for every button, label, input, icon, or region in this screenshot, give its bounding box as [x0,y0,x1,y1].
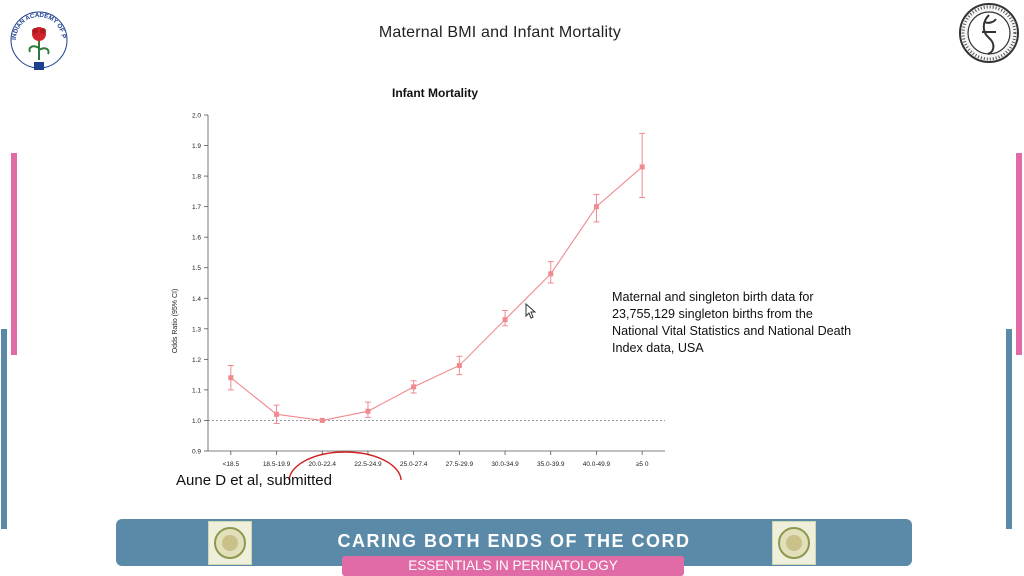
x-tick-label: 40.0-49.9 [583,461,611,468]
emblem-badge-icon [772,521,816,565]
left-pink-bar [11,153,17,355]
left-blue-bar [1,329,7,529]
emblem-badge-icon [208,521,252,565]
citation: Aune D et al, submitted [176,472,332,489]
footer-title: CARING BOTH ENDS OF THE CORD [337,531,691,551]
x-tick-label: ≥5 0 [636,461,649,468]
x-tick-label: 27.5-29.9 [446,461,474,468]
x-tick-label: 30.0-34.9 [491,461,519,468]
mouse-cursor-icon [525,303,537,319]
data-point [274,411,280,417]
academy-logo-icon: INDIAN ACADEMY OF PEDIATRICS [6,0,68,70]
slide-title: Maternal BMI and Infant Mortality [378,24,622,41]
y-tick-label: 1.8 [192,174,201,181]
x-tick-label: 22.5-24.9 [354,461,382,468]
data-point [319,417,325,423]
data-point [456,362,462,368]
x-tick-label: 35.0-39.9 [537,461,565,468]
right-blue-bar [1006,329,1012,529]
y-tick-label: 2.0 [192,113,201,120]
data-point [411,384,417,390]
y-tick-label: 1.3 [192,326,201,333]
x-tick-label: 20.0-22.4 [309,461,337,468]
data-point [228,375,234,381]
x-tick-label: 25.0-27.4 [400,461,428,468]
data-point [548,271,554,277]
series-line [230,166,643,422]
y-tick-label: 1.4 [192,296,201,303]
y-axis-label: Odds Ratio (95% CI) [172,289,179,354]
y-tick-label: 1.2 [192,357,201,364]
data-point [593,204,599,210]
highlight-circle [288,451,402,480]
society-seal-logo [958,2,1020,64]
y-tick-label: 1.5 [192,265,201,272]
y-tick-label: 1.6 [192,235,201,242]
y-tick-label: 1.0 [192,418,201,425]
y-tick-label: 1.7 [192,204,201,211]
seal-icon [959,3,1019,63]
y-tick-label: 1.9 [192,143,201,150]
data-point [639,164,645,170]
y-tick-label: 1.1 [192,387,201,394]
chart-title: Infant Mortality [392,86,478,100]
right-pink-bar [1016,153,1022,355]
data-point [502,317,508,323]
chart-marks [208,132,665,480]
infant-mortality-chart: 0.9 1.0 1.1 1.2 1.3 1.4 1.5 1.6 1.7 1.8 1.9 2.0 <18.… [172,113,665,480]
chart-axes: 0.9 1.0 1.1 1.2 1.3 1.4 1.5 1.6 1.7 1.8 1.9 2.0 <18.… [192,113,665,468]
y-tick-label: 0.9 [192,449,201,456]
study-note: Maternal and singleton birth data for 23… [612,290,852,355]
academy-of-pediatrics-logo: INDIAN ACADEMY OF PEDIATRICS [6,0,70,70]
x-tick-label: <18.5 [223,461,240,468]
x-tick-label: 18.5-19.9 [263,461,291,468]
footer-subtitle: ESSENTIALS IN PERINATOLOGY [342,556,684,576]
data-point [365,408,371,414]
